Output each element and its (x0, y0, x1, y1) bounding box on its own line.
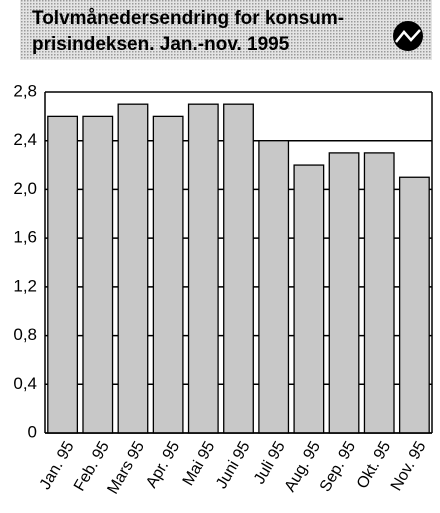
chart-title: prisindeksen. Jan.-nov. 1995 (32, 34, 290, 55)
y-tick-label: 0 (28, 422, 37, 441)
y-tick-label: 2,4 (13, 130, 37, 149)
y-tick-label: 0,8 (13, 325, 37, 344)
bar (117, 103, 149, 434)
y-tick-label: 2,0 (13, 179, 37, 198)
bar (328, 152, 360, 434)
bar (223, 103, 254, 434)
y-tick-label: 1,6 (13, 228, 37, 247)
bar (187, 103, 219, 434)
bar (152, 115, 184, 434)
bar (47, 115, 79, 434)
x-tick-label: Juni 95 (213, 439, 254, 492)
x-tick-label: Apr. 95 (143, 439, 183, 492)
x-tick-label: Juli 95 (251, 439, 289, 488)
bar (82, 115, 114, 434)
x-tick-label: Mai 95 (180, 439, 219, 489)
icon (393, 21, 423, 51)
chart-title: Tolvmånedersendring for konsum- (32, 8, 344, 29)
y-tick-label: 0,4 (13, 374, 37, 393)
y-tick-label: 1,2 (13, 276, 37, 295)
title-box (20, 0, 432, 60)
bar (293, 164, 325, 434)
bar (363, 152, 395, 434)
bar (258, 140, 290, 434)
y-tick-label: 2,8 (13, 81, 37, 100)
bar (398, 176, 430, 434)
x-tick-label: Nov. 95 (388, 439, 430, 494)
